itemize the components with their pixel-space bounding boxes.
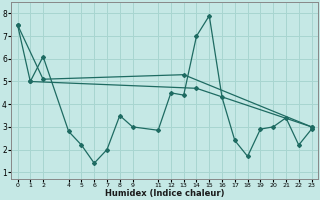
X-axis label: Humidex (Indice chaleur): Humidex (Indice chaleur) [105, 189, 224, 198]
